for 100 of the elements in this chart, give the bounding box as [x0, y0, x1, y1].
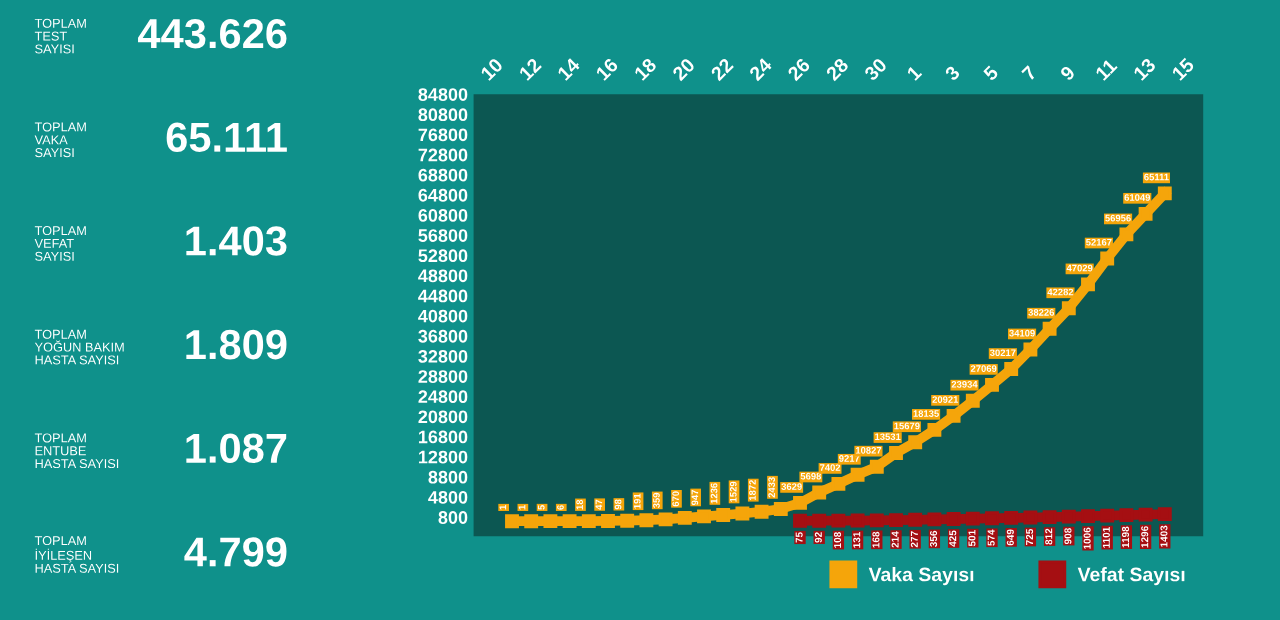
point — [505, 514, 519, 529]
y-tick-label: 72800 — [418, 148, 468, 162]
x-tick-label: 24 — [748, 56, 773, 82]
point — [1138, 507, 1153, 522]
x-tick-label: 30 — [863, 57, 888, 82]
y-tick-label: 64800 — [418, 188, 468, 202]
point — [869, 459, 884, 474]
point — [1119, 508, 1134, 523]
x-tick-label: 16 — [595, 57, 619, 81]
point — [562, 514, 577, 529]
y-tick-label: 8800 — [428, 470, 468, 484]
x-tick-label: 1 — [906, 64, 923, 81]
point — [1138, 206, 1153, 221]
point — [754, 504, 769, 519]
point — [543, 514, 558, 529]
x-tick-label: 3 — [944, 64, 961, 82]
y-tick-label: 76800 — [418, 128, 468, 142]
y-tick-label: 20800 — [418, 410, 468, 424]
y-tick-label: 12800 — [418, 450, 468, 464]
y-tick-label: 16800 — [418, 430, 468, 444]
point — [581, 514, 596, 529]
y-tick-label: 36800 — [418, 329, 468, 343]
point — [850, 513, 865, 528]
x-tick-label: 22 — [709, 57, 734, 82]
point — [793, 495, 807, 510]
point — [524, 514, 539, 529]
legend-label: Vefat Sayısı — [1077, 567, 1185, 586]
point — [1042, 321, 1057, 336]
point — [639, 513, 654, 528]
point — [946, 408, 961, 423]
point — [1100, 508, 1115, 523]
x-tick-label: 9 — [1059, 64, 1076, 82]
y-tick-label: 4800 — [428, 490, 468, 504]
point — [831, 513, 846, 528]
y-tick-label: 56800 — [418, 229, 468, 242]
point — [1023, 510, 1038, 525]
y-tick-label: 80800 — [418, 108, 468, 122]
text: 65.111 — [166, 122, 287, 153]
point — [677, 510, 692, 525]
point — [869, 513, 884, 528]
y-tick-label: 32800 — [418, 349, 468, 363]
text: 1.809 — [186, 329, 287, 360]
y-tick-label: 48800 — [418, 269, 468, 283]
x-tick-label: 5 — [982, 64, 1000, 82]
point — [946, 512, 961, 526]
x-tick-label: 28 — [825, 57, 850, 82]
point — [965, 393, 980, 408]
point — [793, 513, 807, 528]
y-tick-label: 40800 — [418, 309, 468, 323]
point — [735, 506, 750, 521]
point — [1081, 509, 1095, 524]
point — [985, 377, 999, 392]
y-tick-label: 60800 — [418, 209, 468, 222]
point — [927, 422, 942, 437]
x-tick-label: 14 — [556, 56, 581, 81]
x-tick-label: 20 — [671, 57, 696, 82]
y-tick-label: 800 — [438, 511, 468, 524]
y-tick-label: 52800 — [418, 249, 468, 263]
point — [697, 509, 711, 524]
point — [1042, 510, 1057, 525]
text: 4.799 — [184, 537, 287, 567]
point — [773, 502, 788, 516]
y-tick-label: 28800 — [418, 370, 468, 383]
point — [1100, 251, 1115, 266]
x-tick-label: 26 — [786, 57, 811, 82]
point — [716, 508, 731, 522]
point — [1119, 227, 1134, 242]
point — [889, 446, 903, 461]
y-tick-label: 68800 — [418, 168, 468, 182]
point — [1004, 362, 1019, 376]
point — [1061, 509, 1076, 524]
y-tick-label: 24800 — [418, 390, 468, 404]
point — [889, 513, 903, 528]
x-tick-label: 13 — [1132, 57, 1157, 81]
point — [601, 514, 615, 528]
point — [831, 476, 846, 491]
point — [812, 513, 827, 528]
x-tick-label: 7 — [1021, 65, 1038, 82]
point — [850, 467, 865, 482]
x-tick-label: 18 — [633, 57, 658, 81]
y-tick-label: 84800 — [418, 88, 468, 101]
text: 1.087 — [186, 433, 287, 464]
point — [1061, 301, 1076, 316]
point — [908, 435, 923, 450]
legend-label: Vaka Sayısı — [868, 567, 974, 586]
point — [812, 485, 827, 500]
point — [1157, 507, 1172, 522]
x-tick-label: 11 — [1094, 58, 1118, 81]
point — [1004, 510, 1019, 525]
point — [1081, 277, 1095, 292]
point — [620, 513, 635, 528]
point — [908, 512, 923, 527]
x-tick-label: 15 — [1171, 57, 1195, 81]
text: 1.403 — [186, 226, 287, 256]
point — [985, 511, 999, 526]
y-tick-label: 44800 — [418, 289, 468, 303]
point — [1157, 186, 1172, 201]
x-tick-label: 10 — [479, 57, 504, 81]
point — [965, 511, 980, 526]
x-tick-label: 12 — [518, 57, 542, 81]
